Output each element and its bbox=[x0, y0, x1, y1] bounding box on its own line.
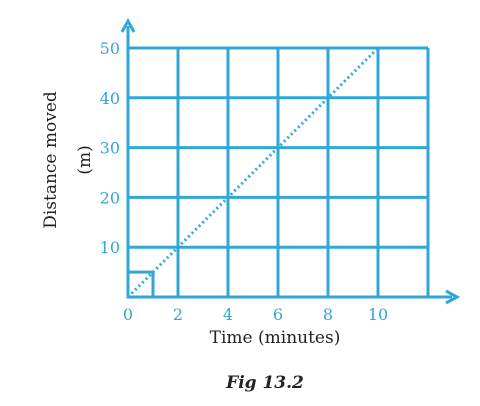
tick-labels: 0 2 4 6 8 10 10 20 30 40 50 bbox=[100, 39, 389, 324]
y-axis-label-unit-group: (m) bbox=[75, 145, 95, 174]
grid bbox=[128, 46, 430, 297]
x-tick-label: 4 bbox=[223, 305, 233, 324]
x-tick-label: 2 bbox=[173, 305, 183, 324]
x-tick-label: 0 bbox=[123, 305, 133, 324]
y-tick-label: 40 bbox=[100, 89, 120, 108]
x-tick-label: 10 bbox=[368, 305, 388, 324]
y-axis-label-group: Distance moved bbox=[41, 91, 61, 229]
y-tick-label: 50 bbox=[100, 39, 120, 58]
y-tick-label: 20 bbox=[100, 188, 120, 207]
figure-caption: Fig 13.2 bbox=[225, 373, 304, 393]
x-tick-label: 6 bbox=[273, 305, 283, 324]
x-axis-arrow bbox=[445, 289, 461, 305]
unit-square bbox=[126, 270, 155, 299]
y-tick-label: 10 bbox=[100, 238, 120, 257]
x-tick-label: 8 bbox=[323, 305, 333, 324]
y-axis-label-line2: (m) bbox=[75, 145, 95, 174]
y-axis-arrow bbox=[120, 17, 136, 33]
y-axis-label-line1: Distance moved bbox=[41, 91, 61, 229]
x-axis-label: Time (minutes) bbox=[210, 328, 341, 348]
series-layer bbox=[126, 46, 380, 299]
y-tick-label: 30 bbox=[100, 139, 120, 158]
series-line bbox=[126, 46, 380, 299]
axes bbox=[120, 17, 461, 305]
